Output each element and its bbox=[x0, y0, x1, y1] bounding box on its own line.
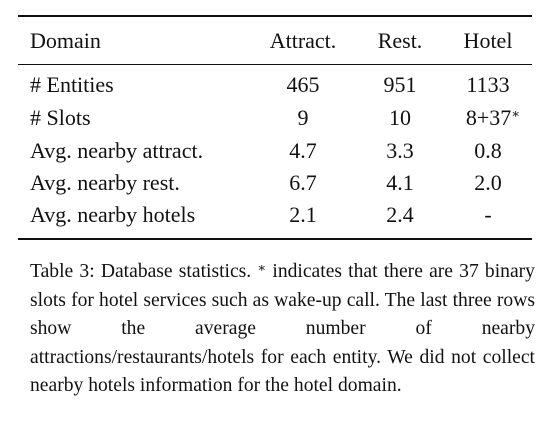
table-cell: Avg. nearby rest. bbox=[30, 170, 180, 195]
table-cell: 9 bbox=[297, 105, 309, 130]
table-cell: Avg. nearby attract. bbox=[30, 138, 204, 163]
caption-label: Table 3: bbox=[30, 261, 95, 282]
table-cell: 951 bbox=[383, 72, 417, 97]
caption-lead: Database statistics. bbox=[100, 261, 252, 282]
table-cell: 2.1 bbox=[289, 202, 317, 227]
table-cell: 2.4 bbox=[386, 202, 414, 227]
table-cell: 4.7 bbox=[289, 138, 317, 163]
top-rule bbox=[18, 15, 532, 17]
header-cell: Hotel bbox=[463, 28, 513, 53]
table-cell: - bbox=[484, 202, 492, 227]
table-cell: Avg. nearby hotels bbox=[30, 202, 196, 227]
mid-rule bbox=[18, 64, 532, 65]
cell-text: 8+37 bbox=[465, 105, 512, 130]
table-cell: # Entities bbox=[30, 72, 114, 97]
table-cell: 6.7 bbox=[289, 170, 317, 195]
table-cell: 465 bbox=[286, 72, 320, 97]
table-cell: 1133 bbox=[466, 72, 510, 97]
table-cell: 8+37∗ bbox=[466, 105, 520, 131]
bottom-rule bbox=[18, 238, 532, 240]
header-cell: Rest. bbox=[377, 28, 423, 53]
caption-sup: ∗ bbox=[257, 260, 267, 275]
header-cell: Domain bbox=[30, 28, 101, 53]
table-cell: # Slots bbox=[30, 105, 91, 130]
table-cell: 0.8 bbox=[474, 138, 502, 163]
table-cell: 4.1 bbox=[386, 170, 414, 195]
caption-text: indicates that there are 37 binary slots… bbox=[30, 261, 535, 397]
table-caption: Table 3: Database statistics. ∗ indicate… bbox=[30, 258, 535, 401]
cell-sup: ∗ bbox=[511, 106, 521, 121]
table-cell: 2.0 bbox=[474, 170, 502, 195]
header-cell: Attract. bbox=[269, 28, 337, 53]
table-cell: 10 bbox=[389, 105, 411, 130]
table-cell: 3.3 bbox=[386, 138, 414, 163]
